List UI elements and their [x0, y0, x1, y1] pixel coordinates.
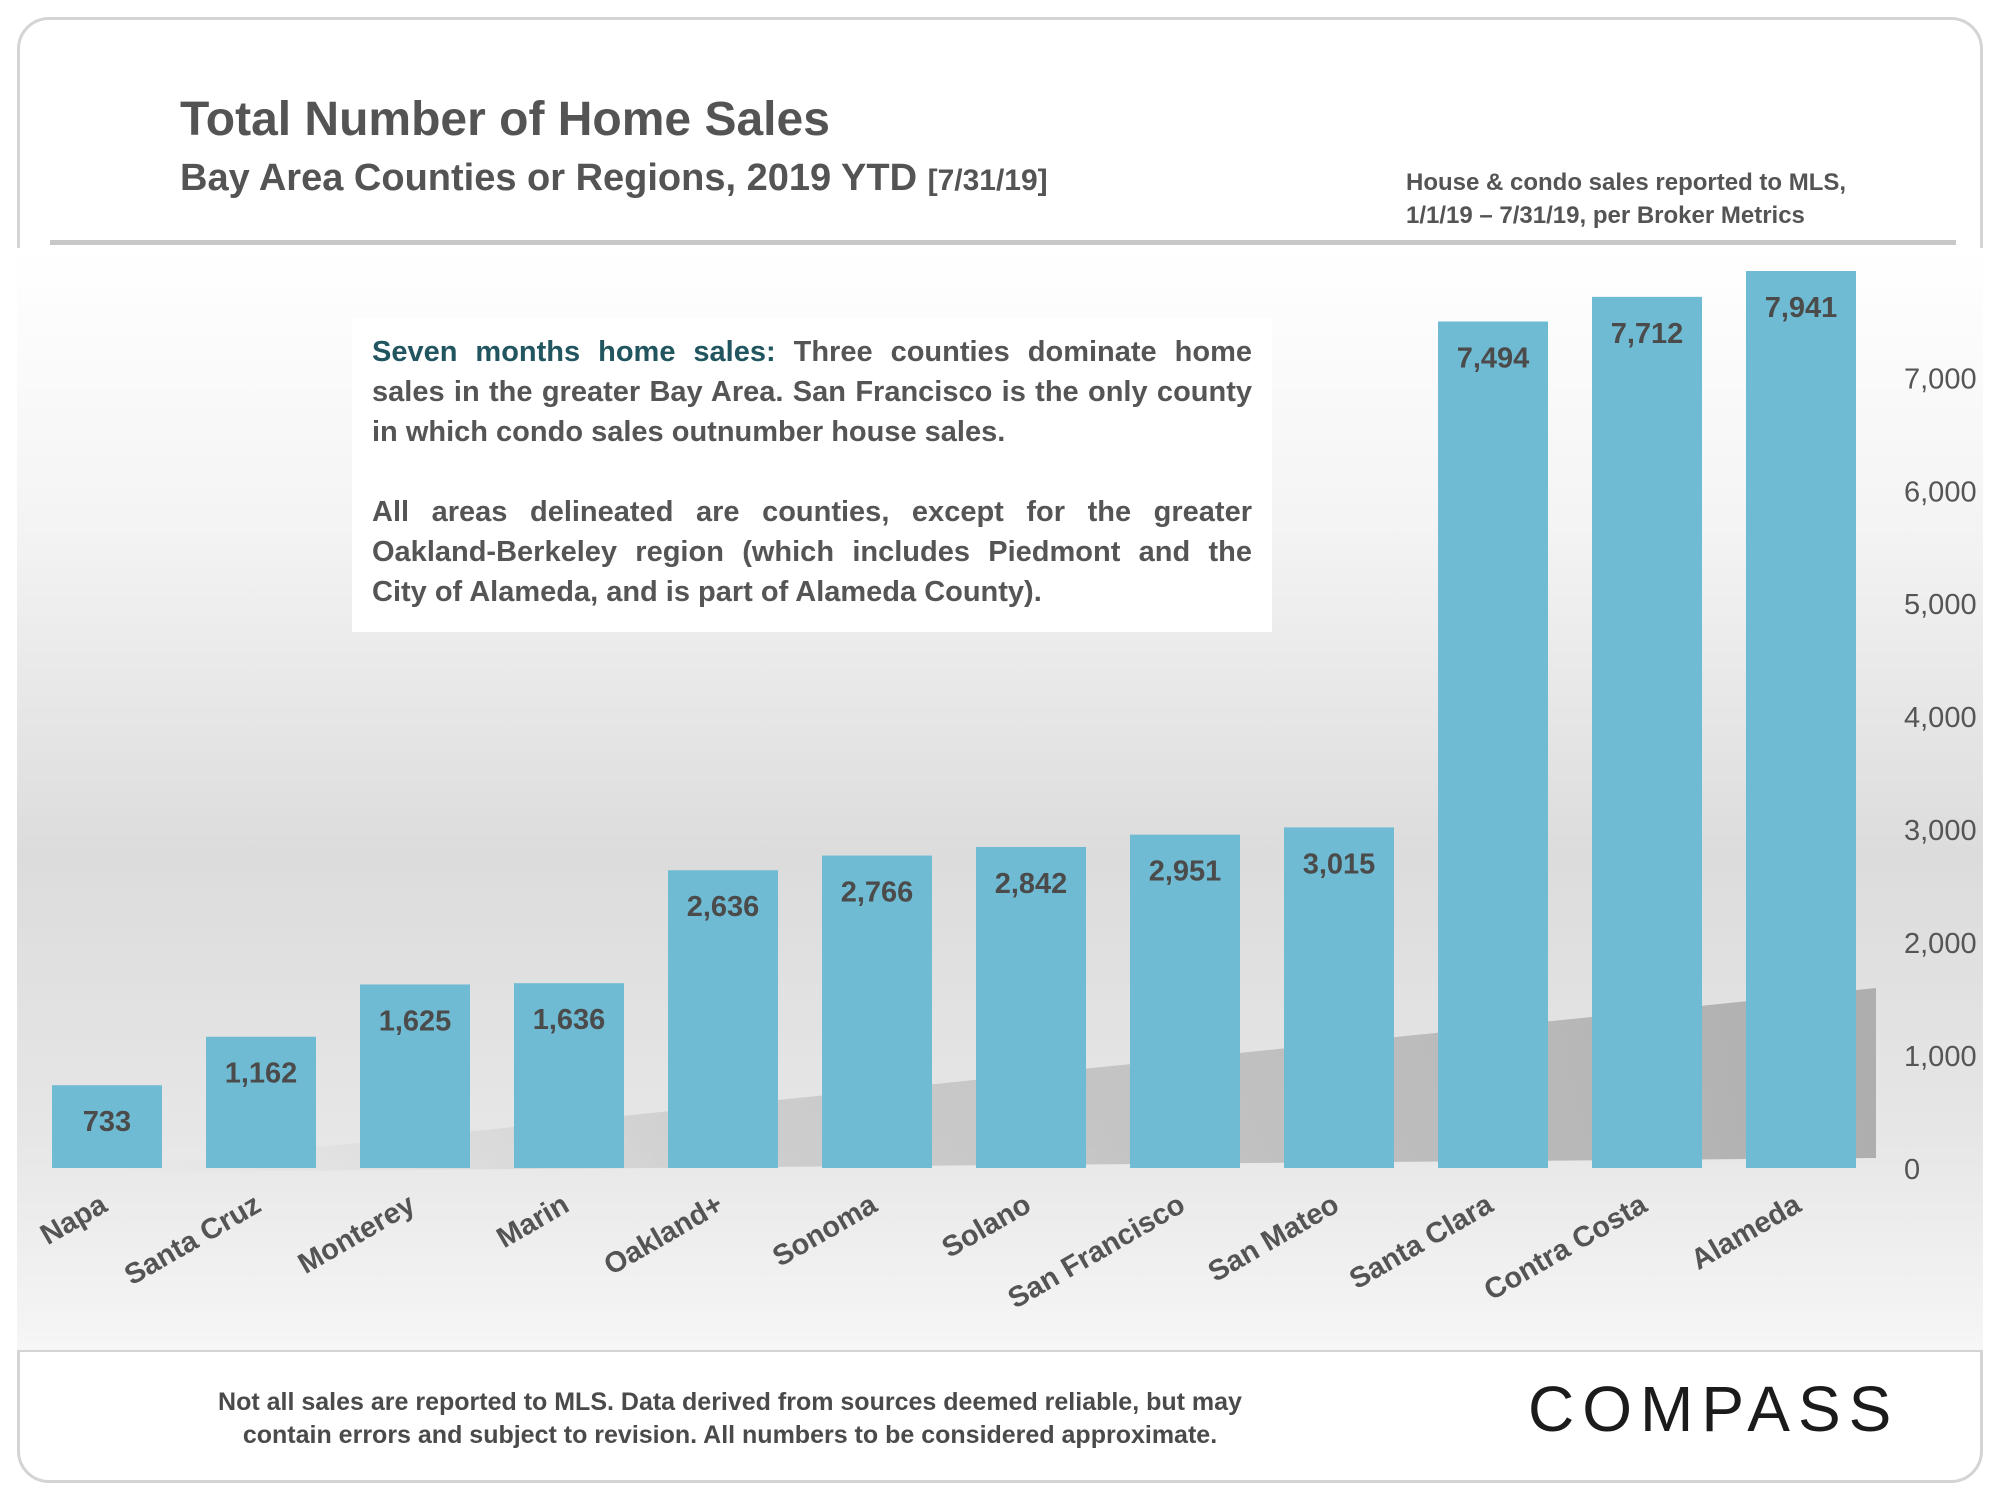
category-label-2: Monterey: [293, 1188, 421, 1280]
y-tick-label-6: 6,000: [1904, 476, 1977, 508]
data-label-10: 7,712: [1611, 318, 1684, 350]
data-label-11: 7,941: [1765, 292, 1838, 324]
bar-1: [206, 1036, 316, 1168]
data-label-8: 3,015: [1303, 848, 1376, 880]
bar-2: [360, 984, 470, 1168]
category-label-3: Marin: [492, 1188, 575, 1254]
data-label-1: 1,162: [225, 1058, 298, 1090]
bar-5: [822, 855, 932, 1168]
data-label-2: 1,625: [379, 1005, 452, 1037]
subtitle-text: Bay Area Counties or Regions, 2019 YTD: [180, 157, 918, 199]
annotation-box: Seven months home sales: Three counties …: [352, 318, 1272, 632]
data-label-3: 1,636: [533, 1004, 606, 1036]
footer-divider: [17, 1350, 1983, 1352]
chart-subtitle: Bay Area Counties or Regions, 2019 YTD […: [180, 157, 1048, 200]
source-note: House & condo sales reported to MLS, 1/1…: [1406, 166, 1846, 232]
bar-6: [976, 846, 1086, 1168]
footer-line-2: contain errors and subject to revision. …: [242, 1421, 1218, 1449]
y-tick-label-4: 4,000: [1904, 702, 1977, 734]
bar-10: [1592, 296, 1702, 1168]
y-tick-label-3: 3,000: [1904, 815, 1977, 847]
y-tick-label-7: 7,000: [1904, 363, 1977, 395]
y-tick-label-1: 1,000: [1904, 1041, 1977, 1073]
bar-11: [1746, 271, 1856, 1168]
category-label-5: Sonoma: [767, 1188, 883, 1273]
bar-9: [1438, 321, 1548, 1168]
compass-logo: COMPASS: [1528, 1373, 1900, 1445]
category-label-11: Alameda: [1686, 1188, 1807, 1277]
annotation-paragraph-2: All areas delineated are counties, excep…: [372, 496, 1252, 608]
y-tick-label-2: 2,000: [1904, 928, 1977, 960]
data-label-4: 2,636: [687, 891, 760, 923]
data-label-0: 733: [83, 1106, 131, 1138]
annotation-paragraph-1: Seven months home sales: Three counties …: [372, 332, 1252, 452]
bar-4: [668, 870, 778, 1168]
category-label-6: Solano: [937, 1188, 1037, 1264]
source-line-1: House & condo sales reported to MLS,: [1406, 169, 1847, 196]
source-line-2: 1/1/19 – 7/31/19, per Broker Metrics: [1406, 202, 1805, 229]
data-label-7: 2,951: [1149, 856, 1222, 888]
annotation-body: Three counties dominate home sales in th…: [372, 336, 1253, 448]
category-label-0: Napa: [35, 1188, 113, 1252]
category-label-4: Oakland+: [599, 1188, 729, 1281]
y-tick-label-5: 5,000: [1904, 589, 1977, 621]
footer-line-1: Not all sales are reported to MLS. Data …: [218, 1388, 1242, 1416]
header-divider: [50, 240, 1956, 245]
bar-8: [1284, 827, 1394, 1168]
footer-disclaimer: Not all sales are reported to MLS. Data …: [200, 1386, 1260, 1452]
category-label-8: San Mateo: [1203, 1188, 1345, 1288]
data-label-6: 2,842: [995, 868, 1068, 900]
data-label-9: 7,494: [1457, 342, 1530, 374]
category-label-9: Santa Clara: [1344, 1188, 1499, 1296]
y-tick-label-0: 0: [1904, 1154, 1920, 1186]
chart-title: Total Number of Home Sales: [180, 93, 830, 146]
annotation-lead: Seven months home sales:: [372, 336, 776, 368]
bar-3: [514, 983, 624, 1168]
bar-0: [52, 1085, 162, 1168]
subtitle-date: [7/31/19]: [927, 164, 1048, 197]
bar-7: [1130, 834, 1240, 1168]
category-label-1: Santa Cruz: [119, 1188, 266, 1291]
data-label-5: 2,766: [841, 877, 914, 909]
category-label-10: Contra Costa: [1479, 1188, 1653, 1307]
